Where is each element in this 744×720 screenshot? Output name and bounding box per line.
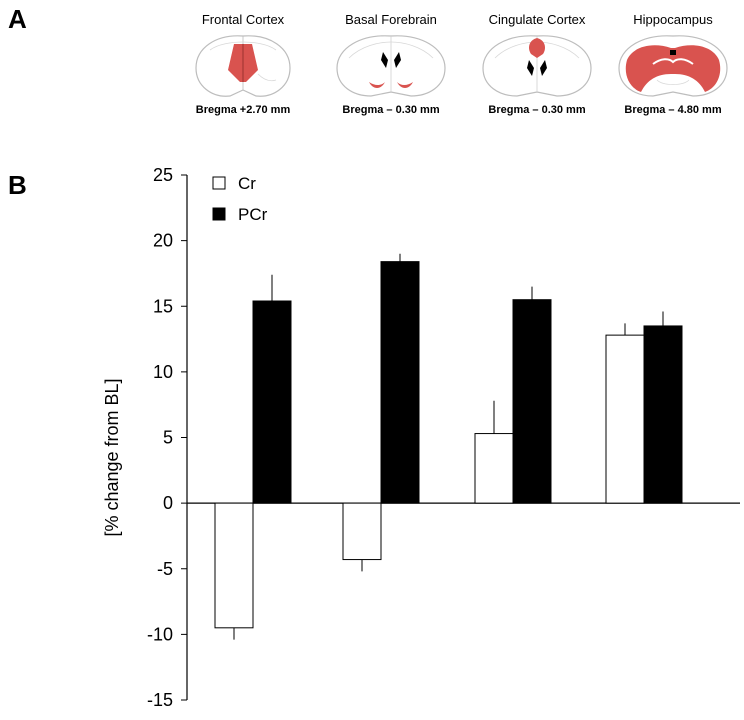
y-axis-title: [% change from BL] bbox=[102, 378, 122, 536]
legend-swatch-cr bbox=[212, 176, 226, 190]
y-axis: 25 20 15 10 5 0 -5 -10 -15 bbox=[147, 165, 188, 710]
region-cingulate-cortex: Cingulate Cortex Bregma – 0.30 mm bbox=[462, 12, 612, 116]
cingulate-cortex-section-icon bbox=[482, 35, 592, 97]
bar-pcr-2 bbox=[380, 261, 420, 504]
bar-pcr-1 bbox=[252, 300, 292, 504]
frontal-cortex-section-icon bbox=[195, 35, 291, 97]
region-bregma: Bregma – 0.30 mm bbox=[488, 104, 586, 116]
bars bbox=[214, 261, 683, 629]
y-tick-label: -5 bbox=[157, 559, 173, 579]
bar-cr-2 bbox=[342, 502, 382, 561]
bar-cr-1 bbox=[214, 502, 254, 629]
y-tick-label: 25 bbox=[153, 165, 173, 185]
region-frontal-cortex: Frontal Cortex Bregma +2.70 mm bbox=[168, 12, 318, 116]
y-tick-label: 5 bbox=[163, 428, 173, 448]
hippocampus-section-icon bbox=[618, 35, 728, 97]
region-basal-forebrain: Basal Forebrain Bregma – 0.30 mm bbox=[316, 12, 466, 116]
basal-forebrain-section-icon bbox=[336, 35, 446, 97]
y-tick-label: 10 bbox=[153, 362, 173, 382]
region-bregma: Bregma – 0.30 mm bbox=[342, 104, 440, 116]
bar-cr-3 bbox=[474, 433, 514, 504]
legend-label-cr: Cr bbox=[238, 174, 256, 193]
legend-swatch-pcr bbox=[212, 207, 226, 221]
y-tick-label: 15 bbox=[153, 296, 173, 316]
panel-label-a: A bbox=[8, 4, 27, 34]
region-title: Hippocampus bbox=[633, 12, 713, 27]
bar-cr-4 bbox=[605, 334, 645, 504]
region-bregma: Bregma +2.70 mm bbox=[195, 104, 291, 116]
y-tick-label: 0 bbox=[163, 493, 173, 513]
bar-pcr-3 bbox=[512, 299, 552, 504]
region-bregma: Bregma – 4.80 mm bbox=[624, 104, 722, 116]
region-hippocampus: Hippocampus Bregma – 4.80 mm bbox=[598, 12, 744, 116]
panel-label-b: B bbox=[8, 170, 27, 200]
error-bars bbox=[233, 253, 664, 640]
legend-label-pcr: PCr bbox=[238, 205, 268, 224]
y-tick-label: 20 bbox=[153, 231, 173, 251]
bar-pcr-4 bbox=[643, 325, 683, 504]
region-title: Frontal Cortex bbox=[201, 12, 285, 27]
y-tick-label: -15 bbox=[147, 690, 173, 710]
region-title: Basal Forebrain bbox=[345, 12, 437, 27]
region-title: Cingulate Cortex bbox=[488, 12, 586, 27]
legend: Cr PCr bbox=[212, 174, 268, 224]
y-tick-label: -10 bbox=[147, 624, 173, 644]
bar-chart: 25 20 15 10 5 0 -5 -10 -15 [% change from BL] Cr… bbox=[102, 165, 740, 710]
